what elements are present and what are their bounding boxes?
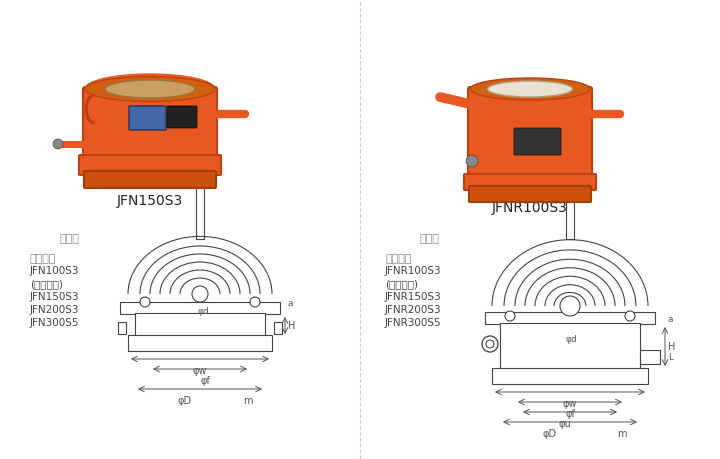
- Ellipse shape: [487, 81, 572, 97]
- Text: 寸法図: 寸法図: [60, 234, 80, 244]
- Text: 適応機種: 適応機種: [385, 254, 412, 264]
- Text: JFN150S3: JFN150S3: [30, 292, 80, 302]
- Bar: [485, 312, 655, 324]
- Ellipse shape: [105, 80, 195, 98]
- Bar: [640, 350, 660, 364]
- Text: JFN300S5: JFN300S5: [30, 318, 79, 328]
- Text: H: H: [288, 321, 295, 331]
- Circle shape: [482, 336, 498, 352]
- Bar: [492, 368, 648, 384]
- Text: JFNR200S3: JFNR200S3: [385, 305, 441, 315]
- Text: JFNR150S3: JFNR150S3: [385, 292, 442, 302]
- Text: m: m: [617, 429, 626, 439]
- Circle shape: [625, 311, 635, 321]
- Text: φd: φd: [565, 335, 577, 343]
- Ellipse shape: [85, 77, 215, 101]
- Bar: [128, 335, 272, 351]
- Bar: [274, 322, 282, 334]
- Text: φd: φd: [198, 307, 210, 315]
- Text: φD: φD: [178, 396, 192, 406]
- Bar: [196, 184, 204, 239]
- FancyBboxPatch shape: [84, 171, 216, 188]
- Text: (吹環なし): (吹環なし): [385, 279, 418, 289]
- Circle shape: [486, 340, 494, 348]
- FancyBboxPatch shape: [79, 155, 221, 175]
- Text: (吹環なし): (吹環なし): [30, 279, 63, 289]
- Text: φw: φw: [563, 399, 577, 409]
- Circle shape: [250, 297, 260, 307]
- Bar: [118, 322, 126, 334]
- FancyBboxPatch shape: [468, 87, 592, 181]
- Bar: [135, 313, 265, 337]
- Circle shape: [560, 296, 580, 316]
- Text: JFNR100S3: JFNR100S3: [492, 201, 568, 215]
- Text: 適応機種: 適応機種: [30, 254, 56, 264]
- Text: φf: φf: [565, 409, 575, 419]
- Circle shape: [466, 155, 478, 167]
- Circle shape: [53, 139, 63, 149]
- Circle shape: [192, 286, 208, 302]
- Circle shape: [140, 297, 150, 307]
- Ellipse shape: [470, 78, 590, 100]
- FancyBboxPatch shape: [167, 106, 197, 128]
- Text: φf: φf: [200, 376, 210, 386]
- Bar: [120, 302, 280, 314]
- FancyBboxPatch shape: [464, 174, 596, 190]
- Text: a: a: [668, 314, 673, 324]
- Text: JFNR300S5: JFNR300S5: [385, 318, 441, 328]
- Text: 寸法図: 寸法図: [420, 234, 440, 244]
- Text: H: H: [668, 342, 675, 352]
- FancyBboxPatch shape: [129, 106, 166, 130]
- Text: JFNR100S3: JFNR100S3: [385, 266, 441, 276]
- FancyBboxPatch shape: [514, 128, 561, 155]
- Text: φD: φD: [543, 429, 557, 439]
- FancyBboxPatch shape: [469, 186, 591, 202]
- Text: JFN200S3: JFN200S3: [30, 305, 79, 315]
- Text: JFN150S3: JFN150S3: [117, 194, 183, 208]
- Text: JFN100S3: JFN100S3: [30, 266, 79, 276]
- Circle shape: [505, 311, 515, 321]
- Bar: [500, 323, 640, 369]
- Text: φw: φw: [193, 366, 207, 376]
- Text: φu: φu: [559, 419, 572, 429]
- Text: m: m: [243, 396, 253, 406]
- Bar: [566, 174, 574, 239]
- FancyBboxPatch shape: [83, 87, 217, 161]
- Ellipse shape: [85, 74, 215, 104]
- Text: L: L: [668, 353, 673, 362]
- Text: a: a: [288, 300, 294, 308]
